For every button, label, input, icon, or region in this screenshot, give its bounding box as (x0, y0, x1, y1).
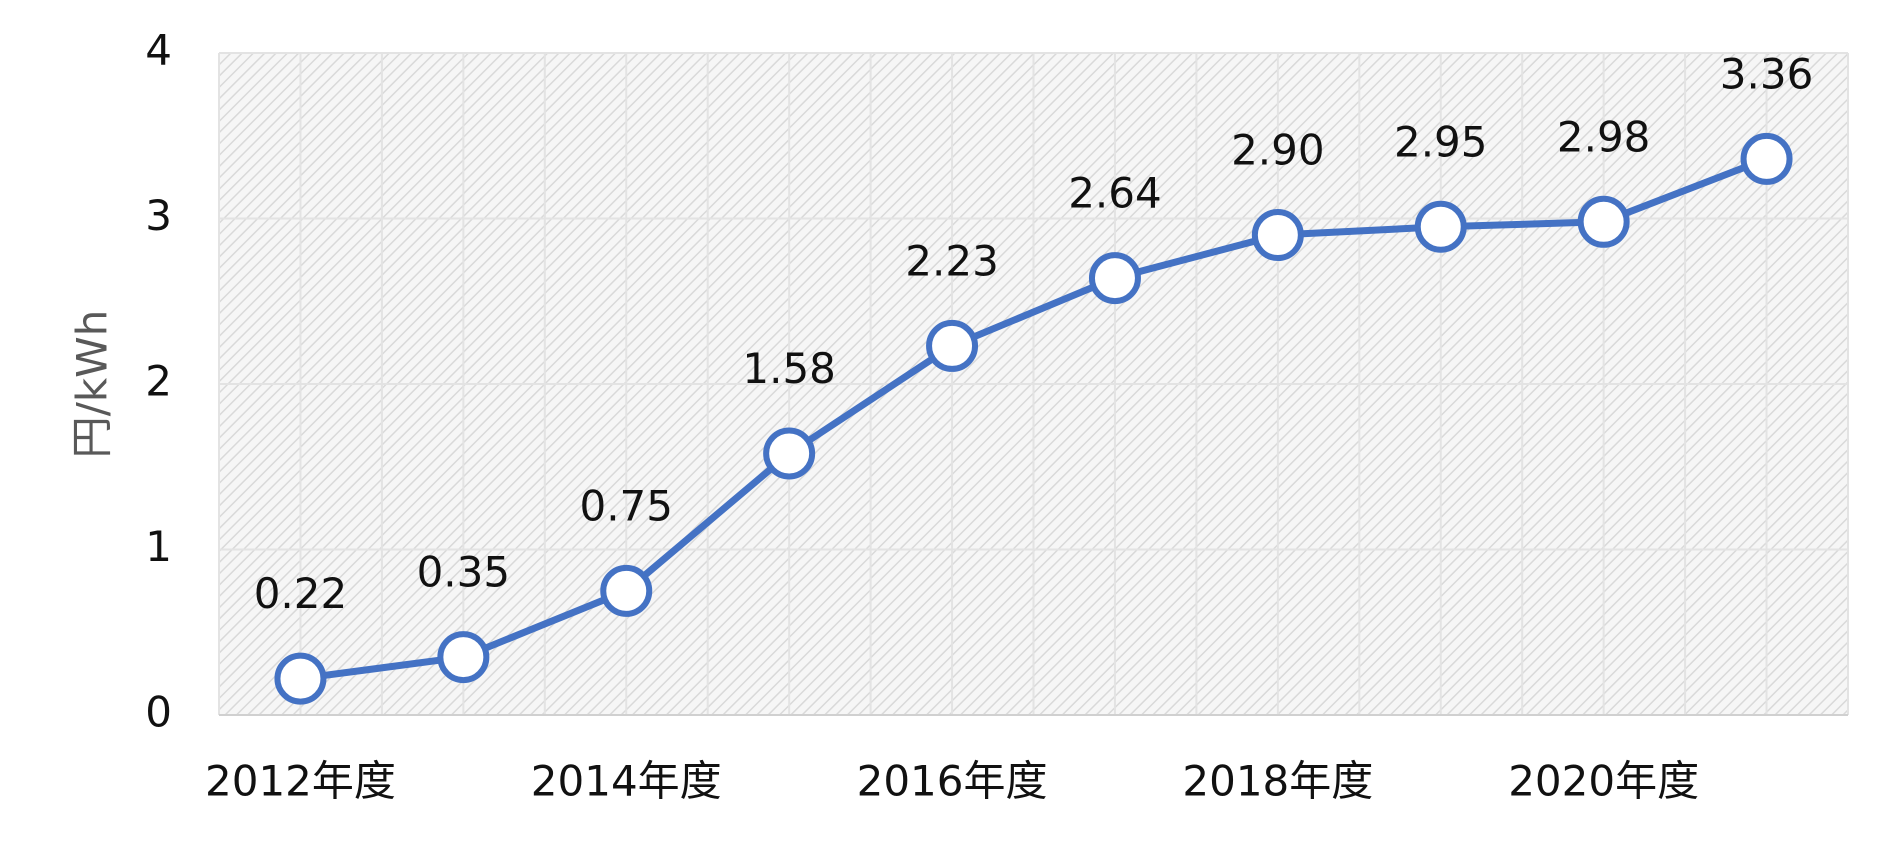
line (299, 155, 1768, 683)
x-tick-label: 2014年度 (531, 757, 722, 806)
value-label: 0.22 (254, 569, 348, 618)
y-tick-label: 1 (145, 522, 172, 571)
x-tick-label: 2012年度 (205, 757, 396, 806)
point (437, 631, 490, 684)
value-label: 0.75 (579, 481, 673, 530)
value-label: 2.95 (1394, 117, 1488, 166)
point (926, 319, 979, 372)
value-label: 2.90 (1231, 126, 1325, 175)
x-tick-label: 2016年度 (857, 757, 1048, 806)
point (1740, 132, 1793, 185)
x-tick-label: 2020年度 (1508, 757, 1699, 806)
point (1414, 200, 1467, 253)
value-label: 3.36 (1720, 49, 1814, 98)
y-tick-label: 0 (145, 688, 172, 737)
point (1088, 252, 1141, 305)
point (600, 564, 653, 617)
point (763, 427, 816, 480)
y-tick-label: 4 (145, 26, 172, 75)
point (1251, 209, 1304, 262)
value-label: 1.58 (742, 344, 836, 393)
y-tick-label: 2 (145, 357, 172, 406)
value-label: 2.98 (1557, 112, 1651, 161)
value-label: 0.35 (417, 548, 511, 597)
y-axis-title: 円/kWh (68, 310, 117, 459)
value-label: 2.23 (905, 236, 999, 285)
x-tick-label: 2018年度 (1182, 757, 1373, 806)
point (1577, 195, 1630, 248)
point (274, 652, 327, 705)
value-label: 2.64 (1068, 169, 1162, 218)
y-tick-label: 3 (145, 191, 172, 240)
